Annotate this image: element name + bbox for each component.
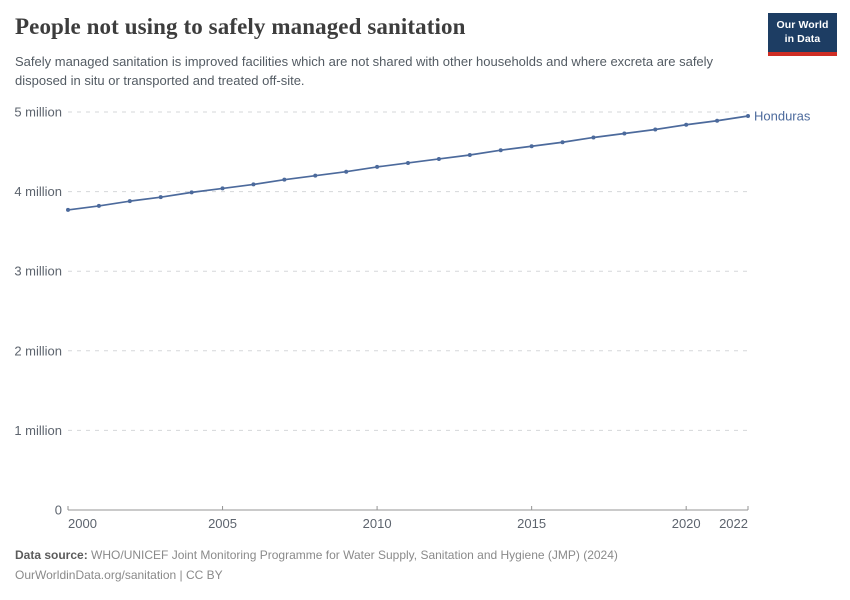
- chart-subtitle: Safely managed sanitation is improved fa…: [15, 54, 714, 89]
- x-tick-label: 2022: [719, 516, 748, 531]
- data-point-marker[interactable]: [746, 113, 750, 118]
- page-title: People not using to safely managed sanit…: [15, 14, 466, 39]
- y-tick-label: 1 million: [14, 423, 62, 438]
- data-point-marker[interactable]: [375, 164, 380, 169]
- license-line: OurWorldinData.org/sanitation | CC BY: [15, 565, 618, 585]
- data-point-marker[interactable]: [66, 207, 70, 212]
- x-tick-label: 2010: [363, 516, 392, 531]
- data-point-marker[interactable]: [282, 177, 287, 182]
- data-point-marker[interactable]: [591, 135, 596, 140]
- data-point-marker[interactable]: [96, 203, 101, 208]
- y-tick-label: 5 million: [14, 105, 62, 120]
- data-point-marker[interactable]: [251, 182, 256, 187]
- datasource-line: Data source: WHO/UNICEF Joint Monitoring…: [15, 545, 618, 565]
- data-point-marker[interactable]: [127, 199, 132, 204]
- data-point-marker[interactable]: [158, 195, 163, 200]
- owid-logo-line2: in Data: [784, 32, 821, 45]
- data-point-marker[interactable]: [684, 122, 689, 127]
- data-point-marker[interactable]: [498, 148, 503, 153]
- data-point-marker[interactable]: [344, 169, 349, 174]
- owid-logo-text: Our World in Data: [776, 19, 828, 46]
- data-point-marker[interactable]: [622, 131, 627, 136]
- data-point-marker[interactable]: [313, 173, 318, 178]
- entity-label[interactable]: Honduras: [754, 108, 811, 123]
- x-tick-label: 2005: [208, 516, 237, 531]
- data-point-marker[interactable]: [560, 140, 565, 145]
- owid-logo[interactable]: Our World in Data: [768, 13, 837, 56]
- data-point-marker[interactable]: [189, 190, 194, 195]
- y-tick-label: 3 million: [14, 264, 62, 279]
- y-tick-label: 2 million: [14, 343, 62, 358]
- license-label: CC BY: [186, 568, 223, 582]
- x-tick-label: 2000: [68, 516, 97, 531]
- x-tick-label: 2015: [517, 516, 546, 531]
- y-tick-label: 4 million: [14, 184, 62, 199]
- data-point-marker[interactable]: [220, 186, 225, 191]
- datasource-text: WHO/UNICEF Joint Monitoring Programme fo…: [87, 548, 618, 562]
- data-point-marker[interactable]: [467, 152, 472, 157]
- owid-logo-line1: Our World: [776, 18, 829, 31]
- owid-url-link[interactable]: OurWorldinData.org/sanitation: [15, 568, 177, 582]
- datasource-label: Data source:: [15, 548, 88, 562]
- data-point-marker[interactable]: [436, 156, 441, 161]
- y-tick-label: 0: [55, 503, 62, 518]
- x-tick-label: 2020: [672, 516, 701, 531]
- data-point-marker[interactable]: [529, 144, 534, 149]
- data-point-marker[interactable]: [406, 160, 410, 165]
- chart-footer: Data source: WHO/UNICEF Joint Monitoring…: [15, 545, 618, 585]
- data-point-marker[interactable]: [653, 127, 658, 132]
- license-separator: |: [176, 568, 186, 582]
- data-point-marker[interactable]: [715, 118, 720, 123]
